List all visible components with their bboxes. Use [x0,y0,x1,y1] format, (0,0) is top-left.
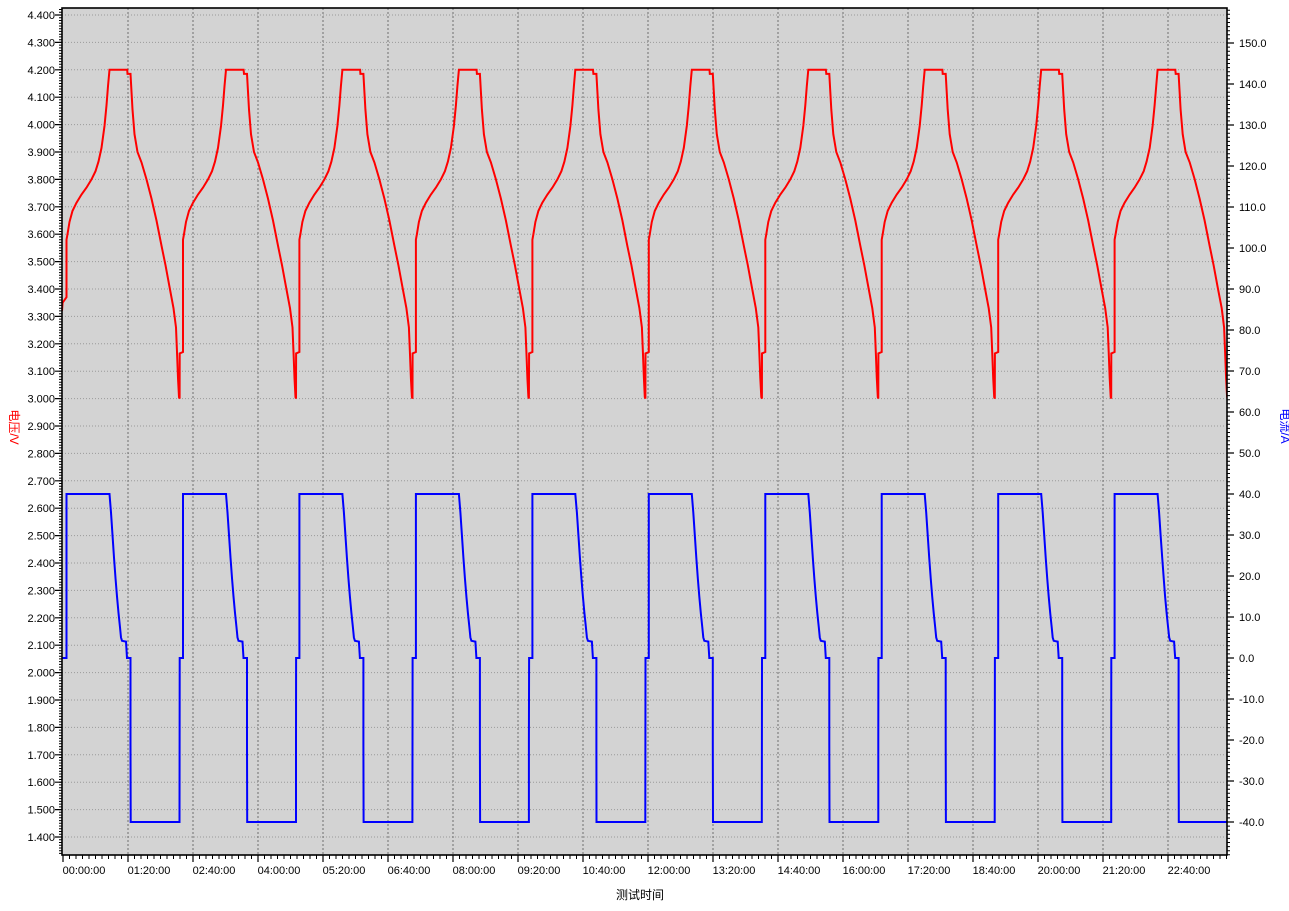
y-left-tick-label: 2.900 [27,421,55,433]
x-tick-label: 08:00:00 [453,865,496,877]
x-tick-label: 01:20:00 [128,865,171,877]
x-tick-label: 20:00:00 [1038,865,1081,877]
y-left-tick-label: 3.600 [27,229,55,241]
y-right-tick-label: 80.0 [1239,325,1260,337]
y-left-tick-label: 3.700 [27,202,55,214]
x-tick-label: 16:00:00 [843,865,886,877]
y-right-tick-label: 120.0 [1239,161,1267,173]
y-left-tick-label: 2.300 [27,585,55,597]
y-right-tick-label: 60.0 [1239,407,1260,419]
x-tick-label: 13:20:00 [713,865,756,877]
y-right-tick-label: 150.0 [1239,38,1267,50]
y-right-tick-label: 130.0 [1239,120,1267,132]
y-right-tick-label: 90.0 [1239,284,1260,296]
y-left-tick-label: 3.500 [27,257,55,269]
x-tick-label: 05:20:00 [323,865,366,877]
y-right-tick-label: -20.0 [1239,735,1264,747]
y-left-tick-label: 4.200 [27,65,55,77]
y-left-tick-label: 3.800 [27,174,55,186]
y-left-tick-label: 3.200 [27,339,55,351]
y-left-tick-label: 4.400 [27,10,55,22]
x-tick-label: 18:40:00 [973,865,1016,877]
x-tick-label: 10:40:00 [583,865,626,877]
x-tick-label: 12:00:00 [648,865,691,877]
y-right-tick-label: -10.0 [1239,694,1264,706]
y-left-tick-label: 2.200 [27,613,55,625]
y-right-tick-label: 140.0 [1239,79,1267,91]
y-right-tick-label: 100.0 [1239,243,1267,255]
data-curves [62,68,1227,823]
x-tick-label: 09:20:00 [518,865,561,877]
y-left-tick-label: 2.600 [27,503,55,515]
y-left-tick-label: 2.500 [27,531,55,543]
y-left-tick-label: 4.100 [27,92,55,104]
x-tick-label: 04:00:00 [258,865,301,877]
x-tick-label: 21:20:00 [1103,865,1146,877]
voltage-curve [62,68,1227,399]
y-left-axis-title: 电压/V [7,409,21,444]
y-left-tick-label: 1.500 [27,805,55,817]
y-right-tick-label: 50.0 [1239,448,1260,460]
y-left-tick-label: 2.400 [27,558,55,570]
y-right-tick-label: -30.0 [1239,776,1264,788]
y-left-tick-label: 3.400 [27,284,55,296]
x-tick-label: 17:20:00 [908,865,951,877]
y-right-tick-label: 70.0 [1239,366,1260,378]
y-right-tick-label: 30.0 [1239,530,1260,542]
y-left-tick-label: 3.300 [27,311,55,323]
y-left-tick-label: 4.300 [27,37,55,49]
x-tick-label: 06:40:00 [388,865,431,877]
y-left-tick-label: 3.100 [27,366,55,378]
major-ticks [55,14,1234,862]
x-tick-label: 22:40:00 [1168,865,1211,877]
y-left-tick-label: 2.100 [27,640,55,652]
y-left-tick-label: 1.900 [27,695,55,707]
axis-tick-labels: 4.400 4.300 4.200 4.100 4.000 3.900 3.800 3.700… [27,10,1266,877]
y-left-tick-label: 2.800 [27,448,55,460]
y-right-tick-label: 110.0 [1239,202,1266,214]
y-left-tick-label: 2.000 [27,668,55,680]
y-right-tick-label: 40.0 [1239,489,1260,501]
x-axis-title: 测试时间 [616,887,664,902]
x-tick-label: 02:40:00 [193,865,236,877]
x-tick-label: 14:40:00 [778,865,821,877]
y-left-tick-label: 1.700 [27,750,55,762]
y-left-tick-label: 3.000 [27,394,55,406]
x-tick-label: 00:00:00 [63,865,106,877]
y-left-tick-label: 2.700 [27,476,55,488]
y-left-tick-label: 4.000 [27,120,55,132]
y-left-tick-label: 1.600 [27,777,55,789]
axis-ticks [55,9,1234,862]
y-right-axis-title: 电流/A [1278,408,1289,443]
y-left-tick-label: 3.900 [27,147,55,159]
y-right-tick-label: 20.0 [1239,571,1260,583]
y-right-tick-label: 10.0 [1239,612,1260,624]
y-left-tick-label: 1.800 [27,722,55,734]
current-curve [62,493,1227,823]
y-left-tick-label: 1.400 [27,832,55,844]
y-right-tick-label: -40.0 [1239,817,1264,829]
y-right-tick-label: 0.0 [1239,653,1254,665]
